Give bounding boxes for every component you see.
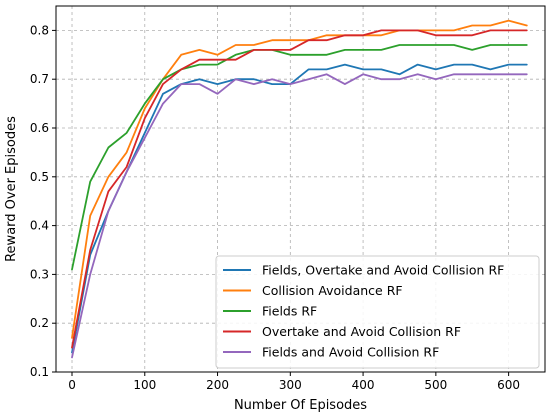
y-axis-label: Reward Over Episodes	[4, 116, 19, 262]
series-line-3	[71, 44, 528, 271]
plot-frame	[55, 5, 546, 373]
series-line-5	[71, 73, 528, 359]
x-axis-label: Number Of Episodes	[234, 398, 367, 413]
y-tick-label: 0.2	[30, 316, 49, 330]
series-group	[71, 19, 528, 359]
y-tick-label: 0.8	[30, 23, 49, 37]
legend-entry: Collision Avoidance RF	[262, 283, 403, 298]
legend-entry: Fields and Avoid Collision RF	[262, 345, 439, 360]
y-tick-label: 0.3	[30, 267, 49, 281]
x-tick-label: 400	[352, 378, 375, 392]
y-tick-label: 0.4	[30, 219, 49, 233]
y-tick-label: 0.1	[30, 365, 49, 379]
legend-entry: Overtake and Avoid Collision RF	[262, 324, 461, 339]
grid	[56, 6, 545, 373]
legend-entry: Fields, Overtake and Avoid Collision RF	[262, 263, 504, 278]
x-tick-label: 100	[133, 378, 156, 392]
x-tick-label: 300	[279, 378, 302, 392]
legend-box	[215, 255, 540, 369]
x-tick-label: 0	[68, 378, 76, 392]
series-line-2	[71, 19, 528, 339]
x-tick-label: 600	[497, 378, 520, 392]
x-tick-label: 500	[424, 378, 447, 392]
series-line-4	[71, 29, 528, 349]
series-line-1	[71, 63, 528, 354]
y-tick-label: 0.6	[30, 121, 49, 135]
x-tick-label: 200	[206, 378, 229, 392]
legend-entry: Fields RF	[262, 304, 317, 319]
y-tick-label: 0.7	[30, 72, 49, 86]
x-axis-ticks: 0 100 200 300 400 500 600	[68, 372, 520, 392]
y-tick-label: 0.5	[30, 170, 49, 184]
legend: Fields, Overtake and Avoid Collision RF C…	[215, 255, 540, 369]
y-axis-ticks: 0.1 0.2 0.3 0.4 0.5 0.6 0.7 0.8	[30, 23, 56, 379]
